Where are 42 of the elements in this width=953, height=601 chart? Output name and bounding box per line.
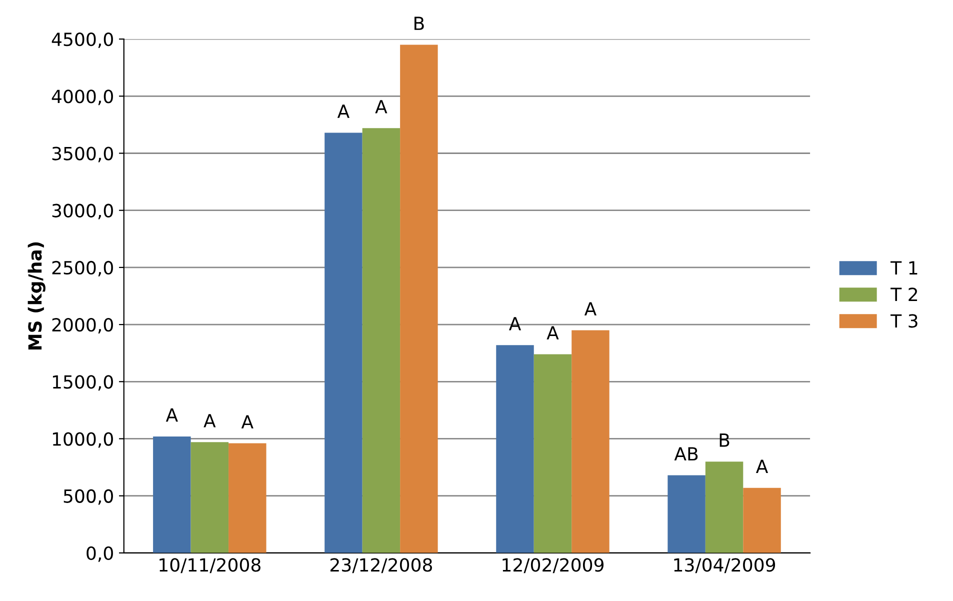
y-tick-label: 0,0 xyxy=(86,546,113,562)
bar xyxy=(190,442,229,553)
y-tick-label: 3000,0 xyxy=(52,204,113,220)
annotation: A xyxy=(546,326,559,340)
y-tick-label: 2500,0 xyxy=(52,260,113,276)
annotation: AB xyxy=(674,447,698,460)
legend-label: T 3 xyxy=(890,314,918,328)
bar xyxy=(362,128,400,553)
text: B xyxy=(414,16,424,30)
bar xyxy=(668,475,706,553)
bar xyxy=(324,132,362,553)
x-tick-label: 12/02/2009 xyxy=(502,558,604,574)
annotation: B xyxy=(720,434,730,447)
x-tick-label: 13/04/2009 xyxy=(674,558,776,574)
legend-label: T 2 xyxy=(890,288,918,301)
y-axis-title: MS (kg/ha) xyxy=(28,242,46,350)
bar xyxy=(743,488,781,553)
y-tick-label: 2000,0 xyxy=(52,318,113,334)
y-tick-label: 500,0 xyxy=(64,489,113,505)
annotation: A xyxy=(756,460,768,473)
annotation: A xyxy=(584,302,597,316)
annotation: A xyxy=(204,414,216,428)
annotation: A xyxy=(337,104,350,118)
x-tick-label: 23/12/2008 xyxy=(330,558,432,574)
annotation: A xyxy=(375,100,388,114)
x-tick-label: 10/11/2008 xyxy=(160,558,260,574)
y-tick-label: 4000,0 xyxy=(52,90,113,106)
annotation: A xyxy=(508,317,522,330)
annotation: A xyxy=(166,408,178,422)
bar xyxy=(496,345,534,553)
bar xyxy=(705,462,744,553)
bar xyxy=(572,330,610,553)
bar xyxy=(153,436,191,553)
y-tick-label: 3500,0 xyxy=(52,146,113,162)
y-tick-label: 4500,0 xyxy=(52,32,113,48)
legend-label: T 1 xyxy=(890,261,918,274)
bar xyxy=(534,354,572,553)
bar xyxy=(228,443,266,553)
y-tick-label: 1500,0 xyxy=(52,375,113,391)
y-tick-label: 1000,0 xyxy=(52,432,113,448)
bar xyxy=(400,44,438,553)
annotation: A xyxy=(241,415,254,428)
